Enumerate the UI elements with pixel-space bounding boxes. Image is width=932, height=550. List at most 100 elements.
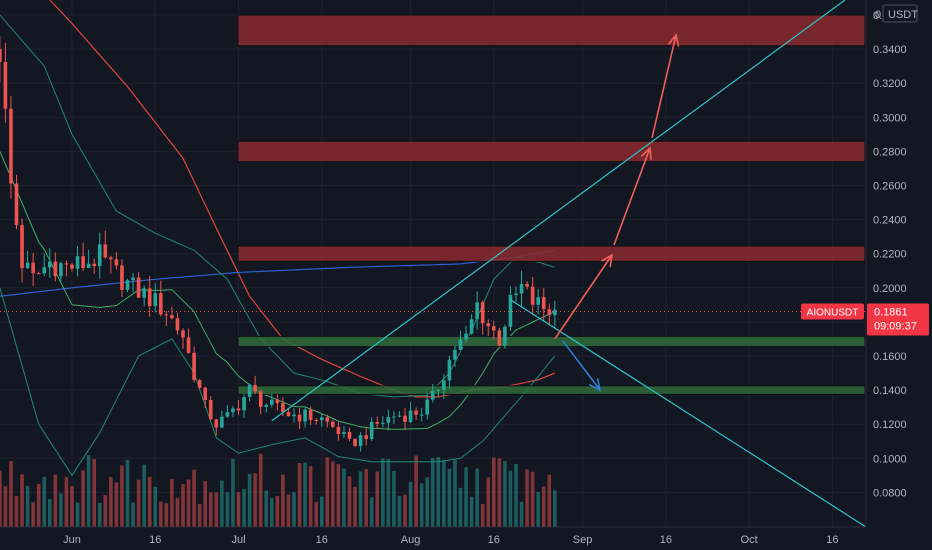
candle-body [331,421,335,427]
volume-bar [530,471,535,527]
volume-bar [147,476,152,527]
candle-body [358,435,363,446]
volume-bar [197,503,202,527]
currency-badge [882,4,918,23]
volume-bar [75,502,80,527]
volume-bar [153,486,158,527]
volume-bar [103,495,108,527]
trend-drawings [271,0,867,528]
volume-bar [408,481,413,527]
candle-body [208,400,213,420]
price-axis: 0.36000.34000.32000.30000.28000.26000.24… [865,0,932,550]
candle-body [375,421,380,424]
candle-body [292,414,296,417]
date-tick-label: Jul [231,534,245,546]
volume-bar [347,476,352,527]
candle-body [475,302,479,320]
candle-body [53,261,58,277]
candle-body [214,419,219,428]
volume-bar [397,495,402,527]
candle-body [247,384,252,397]
volume-bar [419,483,424,527]
volume-bar [475,468,479,527]
volume-bar [270,498,274,527]
candle-body [464,333,468,340]
candle-body [147,288,152,307]
candle-body [325,417,330,422]
volume-bar [453,460,457,527]
support-zone [237,335,866,348]
volume-bar [325,457,330,527]
volume-bar [519,501,524,527]
price-zones [237,14,866,395]
candle-body [308,409,313,420]
candle-body [281,403,285,412]
descending-trendline [510,299,867,528]
candle-body [136,277,141,298]
candle-body [25,262,30,269]
candle-body [347,431,352,439]
price-tick-label: 0.1200 [873,419,907,431]
candle-body [525,283,529,287]
band-upper-line [0,14,555,398]
volume-bar [14,495,19,527]
volume-bar [469,496,474,527]
volume-bar [342,468,346,527]
last-price-label: 0.1861 [874,306,908,318]
volume-bar [258,453,263,527]
candle-body [353,438,357,446]
bullish-arrow [651,34,677,139]
date-tick-label: 16 [149,534,161,546]
candle-body [530,286,535,305]
bearish-arrow [562,340,601,391]
volume-bar [314,502,318,527]
volume-bar [442,460,446,527]
date-tick-label: Jun [63,534,81,546]
volume-bar [297,463,302,527]
volume-bar [425,477,429,527]
candle-body [342,431,346,435]
volume-bar [42,476,47,527]
candle-body [403,415,407,422]
volume-bar [392,470,396,527]
volume-bar [192,469,196,527]
volume-bars [0,453,557,527]
volume-bar [20,474,24,527]
volume-bar [136,479,141,527]
candle-body [397,415,402,417]
candle-body [186,337,191,353]
volume-bar [381,458,385,527]
candle-body [203,387,207,401]
candle-body [170,315,174,319]
volume-bar [114,482,119,527]
volume-bar [447,468,452,527]
price-tick-label: 0.3200 [873,78,907,90]
bullish-arrow-head [667,33,680,47]
volume-bar [220,480,224,527]
candle-body [109,257,113,260]
price-tick-label: 0.2600 [873,181,907,193]
volume-bar [275,495,280,527]
candle-body [392,416,396,418]
candle-body [59,263,63,277]
volume-bar [253,473,257,527]
volume-bar [125,459,130,527]
price-tick-label: 0.2400 [873,215,907,227]
volume-bar [364,469,368,527]
candle-body [275,399,280,404]
candle-body [192,352,196,380]
candle-body [425,399,429,415]
candle-body [297,414,302,422]
volume-bar [286,494,291,527]
candle-body [36,273,41,275]
candle-body [9,108,13,184]
volume-bar [242,489,246,527]
candle-body [253,384,257,392]
candle-body [319,417,324,421]
candle-body [20,225,24,269]
candle-body [430,390,435,400]
volume-bar [331,461,335,527]
candle-body [3,61,8,109]
volume-bar [25,485,30,527]
